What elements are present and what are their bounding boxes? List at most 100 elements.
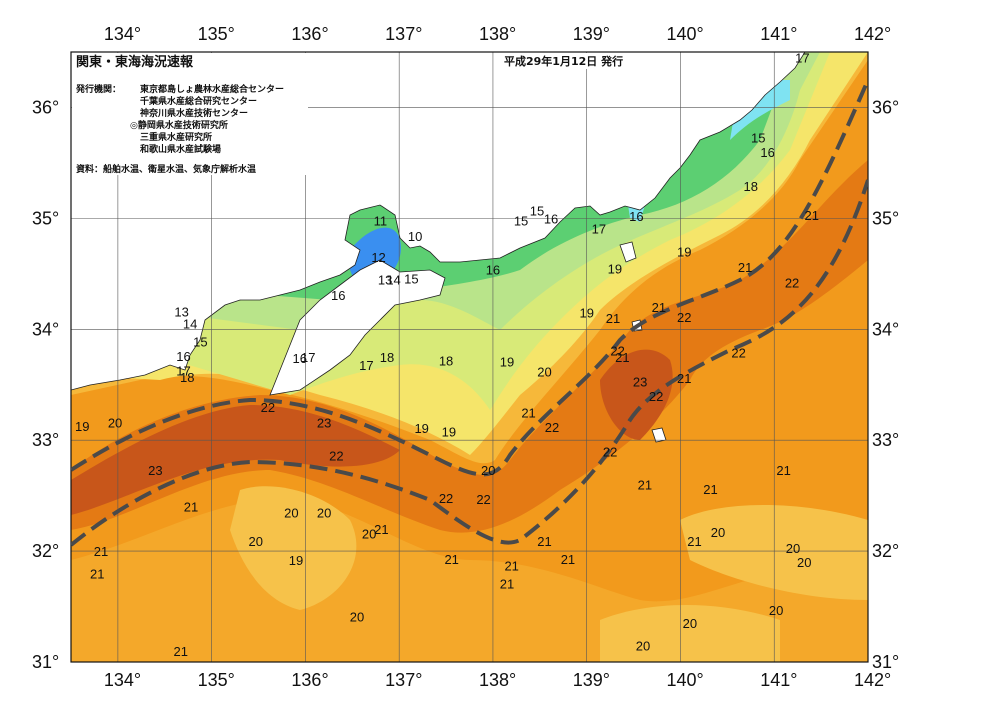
isotherm-label: 16: [544, 211, 558, 226]
isotherm-label: 16: [331, 288, 345, 303]
lon-label-bottom: 140°: [666, 670, 703, 690]
isotherm-label: 20: [362, 526, 376, 541]
isotherm-label: 20: [711, 525, 725, 540]
lon-label-top: 135°: [198, 24, 235, 44]
lat-label-right: 36°: [872, 97, 899, 117]
isotherm-label: 20: [797, 555, 811, 570]
isotherm-label: 21: [537, 534, 551, 549]
isotherm-label: 19: [414, 421, 428, 436]
isotherm-label: 16: [293, 351, 307, 366]
lon-label-top: 138°: [479, 24, 516, 44]
kuroshio-axis: [71, 79, 868, 547]
lon-label-top: 137°: [385, 24, 422, 44]
lon-label-top: 139°: [573, 24, 610, 44]
isotherm-label: 15: [193, 334, 207, 349]
isotherm-label: 20: [786, 541, 800, 556]
isotherm-label: 19: [579, 306, 593, 321]
lon-label-top: 136°: [291, 24, 328, 44]
isotherm-label: 15: [404, 271, 418, 286]
map-frame: [70, 51, 869, 663]
isotherm-label: 20: [481, 463, 495, 478]
lat-label-right: 35°: [872, 208, 899, 228]
data-sources: 資料：船舶水温、衛星水温、気象庁解析水温: [76, 163, 256, 175]
isotherm-label: 19: [677, 245, 691, 260]
isotherm-label: 21: [652, 300, 666, 315]
map-title: 関東・東海海況速報: [76, 54, 194, 70]
isotherm-label: 20: [248, 534, 262, 549]
isotherm-label: 21: [776, 463, 790, 478]
isotherm-label: 20: [317, 505, 331, 520]
isotherm-label: 17: [176, 363, 190, 378]
isotherm-label: 22: [785, 276, 799, 291]
lon-label-bottom: 139°: [573, 670, 610, 690]
isotherm-label: 22: [649, 389, 663, 404]
map-header: 関東・東海海況速報 発行機関： 東京都島しょ農林水産総合センター 千葉県水産総合…: [72, 53, 640, 175]
isotherm-label: 14: [386, 272, 400, 287]
isotherm-label: 19: [289, 553, 303, 568]
isotherm-label: 21: [173, 644, 187, 659]
lon-label-bottom: 136°: [291, 670, 328, 690]
lon-label-top: 140°: [666, 24, 703, 44]
isotherm-label: 19: [442, 424, 456, 439]
isotherm-label: 11: [374, 214, 388, 229]
isotherm-label: 22: [731, 346, 745, 361]
isotherm-label: 21: [805, 208, 819, 223]
isotherm-label: 22: [261, 400, 275, 415]
issuer-3: 神奈川県水産技術センター: [140, 107, 248, 119]
lon-label-bottom: 141°: [760, 670, 797, 690]
lon-label-top: 141°: [760, 24, 797, 44]
lon-label-top: 142°: [854, 24, 891, 44]
issuer-label: 発行機関：: [75, 83, 121, 95]
isotherm-label: 16: [176, 349, 190, 364]
lon-label-bottom: 142°: [854, 670, 891, 690]
isotherm-label: 19: [608, 261, 622, 276]
lat-label-left: 34°: [32, 319, 59, 339]
isotherm-label: 20: [350, 610, 364, 625]
isotherm-label: 21: [703, 482, 717, 497]
isotherm-label: 17: [592, 221, 606, 236]
isotherm-label: 20: [636, 638, 650, 653]
lat-label-right: 34°: [872, 319, 899, 339]
isotherm-label: 22: [329, 449, 343, 464]
lon-label-bottom: 134°: [104, 670, 141, 690]
isotherm-label: 13: [174, 305, 188, 320]
issue-date: 平成29年1月12日 発行: [504, 54, 623, 68]
isotherm-label: 16: [486, 262, 500, 277]
isotherm-label: 22: [603, 444, 617, 459]
isotherm-label: 14: [183, 317, 197, 332]
lat-label-left: 31°: [32, 652, 59, 672]
isotherm-label: 16: [629, 209, 643, 224]
isotherm-label: 15: [751, 130, 765, 145]
issuer-6: 和歌山県水産試験場: [139, 143, 221, 155]
isotherm-label: 21: [561, 552, 575, 567]
isotherm-label: 23: [633, 374, 647, 389]
isotherm-label: 23: [148, 463, 162, 478]
isotherm-label: 17: [795, 51, 809, 66]
lon-label-top: 134°: [104, 24, 141, 44]
lat-label-left: 33°: [32, 430, 59, 450]
isotherm-label: 22: [545, 420, 559, 435]
isotherm-label: 18: [744, 179, 758, 194]
isotherm-label: 21: [738, 260, 752, 275]
lat-label-right: 33°: [872, 430, 899, 450]
isotherm-label: 23: [317, 415, 331, 430]
isotherm-label: 22: [476, 492, 490, 507]
isotherm-label: 21: [606, 311, 620, 326]
isotherm-label: 21: [444, 552, 458, 567]
isotherm-label: 10: [408, 229, 422, 244]
lon-label-bottom: 137°: [385, 670, 422, 690]
isotherm-label: 22: [677, 310, 691, 325]
isotherm-label: 20: [537, 364, 551, 379]
isotherm-label: 21: [638, 478, 652, 493]
issuer-1: 東京都島しょ農林水産総合センター: [140, 83, 284, 95]
isotherm-label: 18: [439, 353, 453, 368]
issuer-5: 三重県水産研究所: [140, 131, 212, 143]
isotherm-label: 17: [301, 350, 315, 365]
isotherm-label: 18: [380, 350, 394, 365]
isotherm-label: 19: [500, 354, 514, 369]
isotherm-label: 17: [359, 358, 373, 373]
lat-label-left: 36°: [32, 97, 59, 117]
isotherm-label: 20: [769, 603, 783, 618]
isotherm-label: 21: [687, 534, 701, 549]
